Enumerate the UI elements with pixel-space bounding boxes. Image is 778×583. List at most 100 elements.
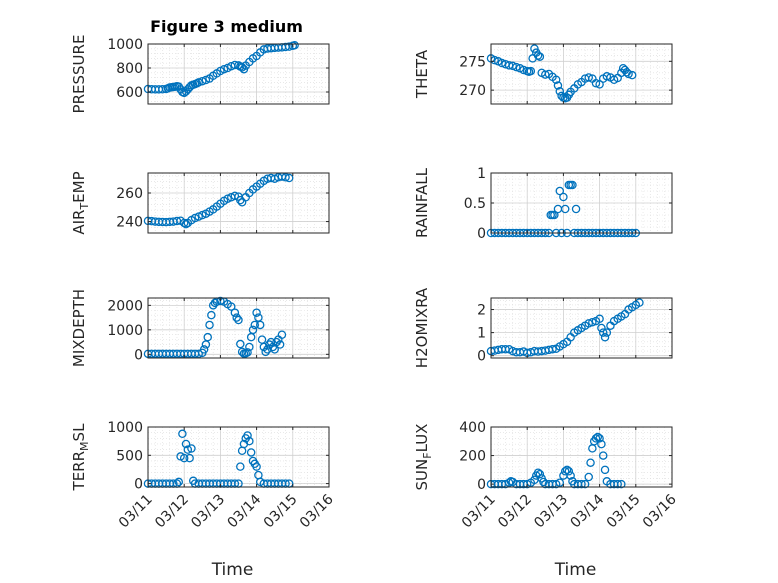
- terr-msl-ytick-label: 0: [134, 477, 143, 493]
- pressure-data-point: [194, 78, 203, 87]
- pressure-axes-bg: [148, 44, 329, 104]
- rainfall-ylabel-text: RAINFALL: [413, 167, 431, 238]
- air-temp-ylabel: AIRTEMP: [70, 171, 91, 234]
- h2omixra-data-point: [597, 323, 606, 333]
- theta-data-point: [555, 87, 565, 96]
- mixdepth-data-point: [245, 342, 254, 352]
- theta-data-point: [624, 69, 633, 79]
- terr-msl-axes-box: [147, 426, 330, 488]
- panel-theta: 270 275 THETA: [413, 43, 673, 105]
- air-temp-ylabel-sub: T: [78, 203, 91, 211]
- mixdepth-axes-bg: [148, 298, 329, 358]
- theta-data-point: [584, 73, 593, 82]
- theta-axes-bg: [491, 44, 672, 104]
- pressure-data-point: [290, 40, 299, 50]
- h2omixra-data-point: [595, 314, 604, 324]
- rainfall-data-point: [571, 204, 581, 214]
- theta-data-point: [512, 62, 521, 72]
- mixdepth-data-point: [250, 320, 260, 330]
- sun-flux-xtick-label: 03/16: [640, 491, 680, 531]
- sun-flux-xtick-label: 03/12: [495, 491, 535, 531]
- panel-air-temp: 240 260 AIRTEMP: [70, 171, 330, 235]
- mixdepth-data-point: [266, 337, 276, 347]
- mixdepth-ytick-label: 2000: [107, 298, 143, 314]
- mixdepth-data-point: [199, 345, 209, 354]
- h2omixra-ytick-label: 1: [477, 326, 486, 342]
- sun-flux-axes-bg: [491, 427, 672, 487]
- terr-msl-xtick-label: 03/12: [152, 491, 192, 531]
- theta-data-point: [602, 72, 612, 81]
- panel-h2omixra: 0 1 2 H2OMIXRA: [413, 287, 673, 368]
- sun-flux-data-point: [595, 434, 604, 443]
- mixdepth-data-point: [236, 339, 245, 349]
- mixdepth-ytick-label: 1000: [107, 323, 143, 339]
- terr-msl-ylabel-sub: M: [78, 441, 91, 451]
- theta-data-point: [535, 52, 545, 61]
- sun-flux-ytick-label: 200: [459, 449, 486, 465]
- terr-msl-ylabel-rest: SL: [70, 423, 88, 442]
- mixdepth-data-point: [275, 340, 285, 349]
- sun-flux-ylabel-rest: LUX: [413, 424, 431, 453]
- mixdepth-data-point: [243, 348, 252, 357]
- sun-flux-data-point: [593, 432, 603, 442]
- pressure-ylabel-text: PRESSURE: [70, 35, 88, 114]
- theta-data-point: [497, 58, 507, 68]
- sun-flux-xtick-label: 03/13: [531, 491, 571, 531]
- sun-flux-ylabel: SUNFLUX: [413, 424, 434, 491]
- theta-ytick-label: 270: [459, 83, 486, 99]
- terr-msl-data-point: [174, 477, 184, 487]
- terr-msl-data-point: [236, 462, 245, 471]
- mixdepth-data-point: [261, 347, 270, 357]
- terr-msl-xtick-label: 03/14: [225, 491, 265, 531]
- air-temp-ylabel-rest: EMP: [70, 171, 88, 202]
- terr-msl-xtick-label: 03/13: [188, 491, 228, 531]
- mixdepth-data-point: [203, 332, 212, 342]
- sun-flux-ylabel-sub: F: [421, 452, 434, 458]
- sun-flux-data-point: [539, 477, 548, 487]
- theta-data-point: [551, 75, 561, 85]
- figure-title: Figure 3 medium: [150, 17, 303, 36]
- mixdepth-axes-box: [147, 297, 330, 359]
- rainfall-data-point: [555, 186, 565, 196]
- h2omixra-ytick-label: 2: [477, 303, 486, 319]
- h2omixra-ylabel: H2OMIXRA: [413, 287, 431, 368]
- air-temp-data-point: [284, 173, 294, 183]
- h2omixra-data-point: [548, 344, 557, 354]
- terr-msl-xtick-label: 03/11: [116, 491, 156, 531]
- mixdepth-data-point: [227, 302, 236, 311]
- sun-flux-xtick-label: 03/14: [568, 491, 608, 531]
- sun-flux-ytick-label: 400: [459, 420, 486, 436]
- panel-pressure: 600 800 1000 PRESSURE Figure 3 medium: [70, 17, 330, 114]
- terr-msl-data-point: [187, 444, 196, 453]
- pressure-ylabel: PRESSURE: [70, 35, 88, 114]
- pressure-ytick-label: 600: [116, 85, 143, 101]
- sun-flux-data-point: [560, 467, 570, 476]
- theta-data-point: [526, 66, 536, 76]
- terr-msl-data-point: [252, 462, 261, 471]
- rainfall-data-point: [560, 204, 570, 214]
- sun-flux-data-point: [580, 479, 590, 489]
- terr-msl-data-point: [183, 445, 193, 454]
- mixdepth-data-point: [234, 315, 243, 325]
- sun-flux-data-point: [597, 439, 606, 449]
- sun-flux-data-point: [613, 479, 622, 489]
- air-temp-data-point: [281, 173, 290, 182]
- terr-msl-data-point: [179, 453, 189, 463]
- sun-flux-axes-box: [490, 426, 673, 488]
- terr-msl-data-point: [245, 436, 254, 446]
- terr-msl-xtick-label: 03/16: [297, 491, 337, 531]
- theta-ytick-label: 275: [459, 54, 486, 70]
- sun-flux-data-point: [586, 458, 595, 467]
- terr-msl-data-point: [181, 439, 191, 449]
- sun-flux-ylabel-main: SUN: [413, 459, 431, 491]
- sun-flux-xtick-label: 03/15: [604, 491, 644, 531]
- terr-msl-ylabel-main: TERR: [70, 451, 88, 492]
- rainfall-ytick-label: 0.5: [464, 196, 486, 212]
- theta-data-point: [541, 70, 550, 79]
- sun-flux-data-point: [591, 434, 601, 443]
- air-temp-data-point: [181, 219, 191, 229]
- h2omixra-axes-box: [490, 297, 673, 359]
- mixdepth-data-point: [207, 310, 216, 320]
